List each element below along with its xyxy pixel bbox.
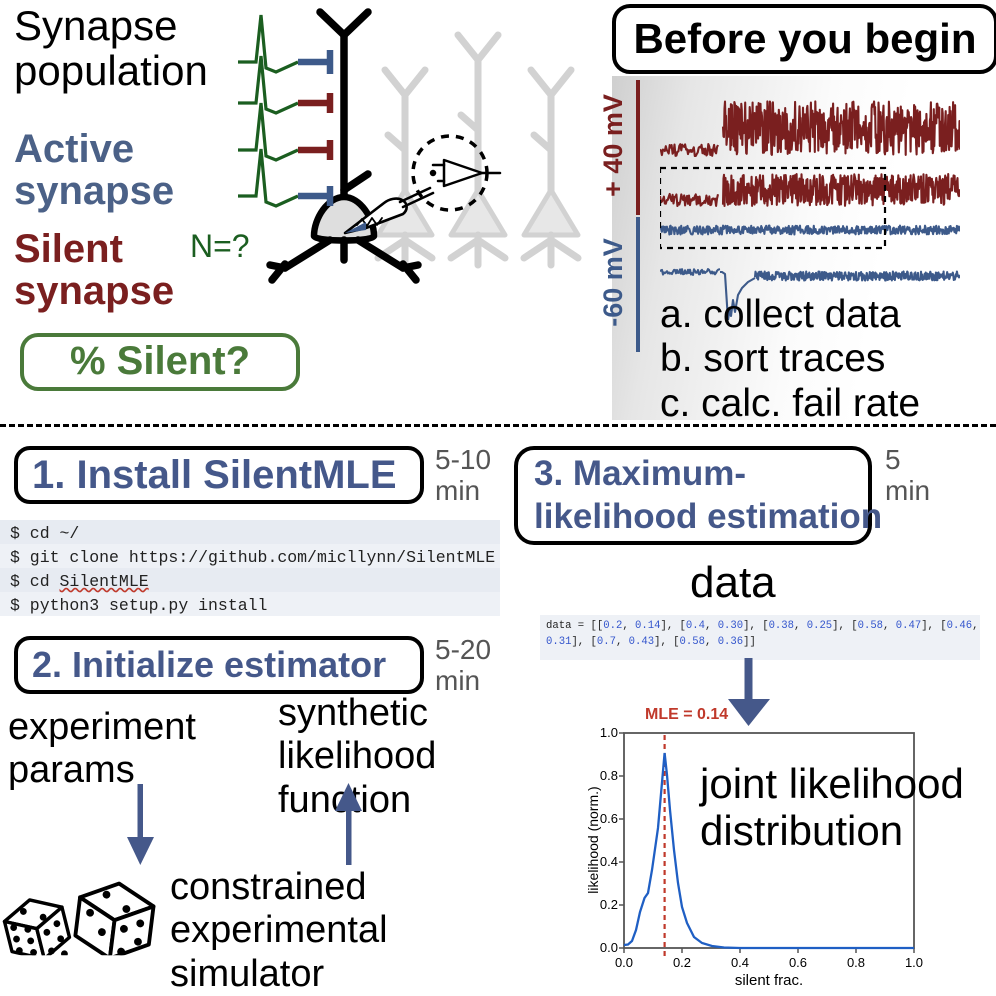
svg-text:0.0: 0.0 <box>615 955 633 970</box>
svg-text:0.8: 0.8 <box>847 955 865 970</box>
svg-text:0.2: 0.2 <box>673 955 691 970</box>
svg-text:silent frac.: silent frac. <box>735 972 803 989</box>
svg-text:1.0: 1.0 <box>905 955 923 970</box>
svg-text:0.6: 0.6 <box>600 811 618 826</box>
svg-text:0.0: 0.0 <box>600 940 618 955</box>
svg-text:0.8: 0.8 <box>600 768 618 783</box>
svg-text:0.6: 0.6 <box>789 955 807 970</box>
svg-text:likelihood (norm.): likelihood (norm.) <box>585 786 601 893</box>
svg-text:0.4: 0.4 <box>731 955 749 970</box>
svg-text:0.2: 0.2 <box>600 897 618 912</box>
svg-text:1.0: 1.0 <box>600 725 618 740</box>
svg-text:0.4: 0.4 <box>600 854 618 869</box>
